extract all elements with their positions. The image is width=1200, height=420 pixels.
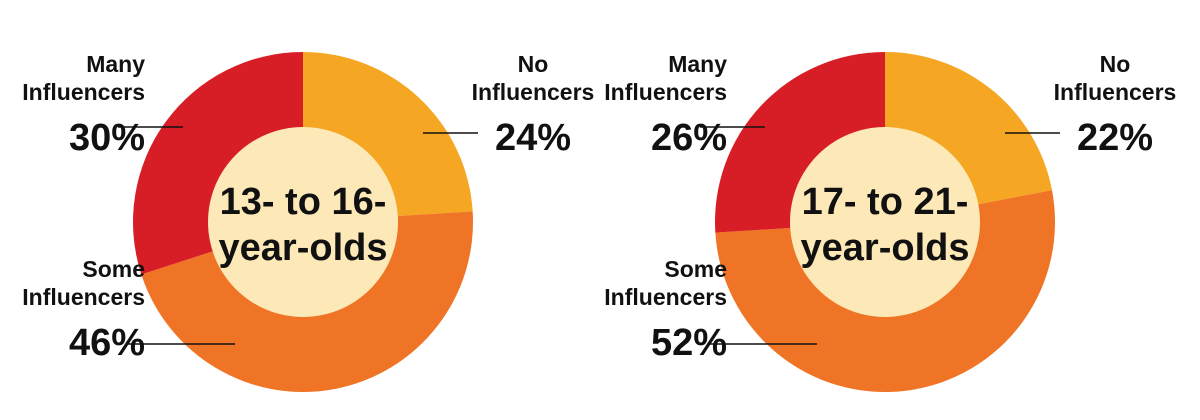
donut-chart-2: 17- to 21-year-oldsNoInfluencers22%SomeI…: [604, 51, 1177, 393]
donut-chart-1: 13- to 16-year-oldsNoInfluencers24%SomeI…: [22, 51, 594, 392]
center-label: 13- to 16-: [220, 181, 387, 223]
many-label-word: Influencers: [604, 79, 727, 105]
center-label: year-olds: [801, 227, 970, 269]
some-value-label: 46%: [69, 322, 145, 364]
no-value-label: 24%: [495, 117, 571, 159]
some-value-label: 52%: [651, 322, 727, 364]
center-label: 17- to 21-: [802, 181, 969, 223]
many-value-label: 26%: [651, 117, 727, 159]
some-label-word: Some: [664, 256, 727, 282]
some-label-word: Influencers: [604, 284, 727, 310]
many-label-word: Influencers: [22, 79, 145, 105]
some-label-word: Influencers: [22, 284, 145, 310]
center-label: year-olds: [219, 227, 388, 269]
some-label-word: Some: [82, 256, 145, 282]
many-value-label: 30%: [69, 117, 145, 159]
center-circle: [790, 127, 980, 317]
many-label-word: Many: [86, 51, 145, 77]
no-label-word: Influencers: [1054, 79, 1177, 105]
no-label-word: No: [1100, 51, 1131, 77]
no-value-label: 22%: [1077, 117, 1153, 159]
center-circle: [208, 127, 398, 317]
no-label-word: No: [518, 51, 549, 77]
no-label-word: Influencers: [472, 79, 595, 105]
many-label-word: Many: [668, 51, 727, 77]
